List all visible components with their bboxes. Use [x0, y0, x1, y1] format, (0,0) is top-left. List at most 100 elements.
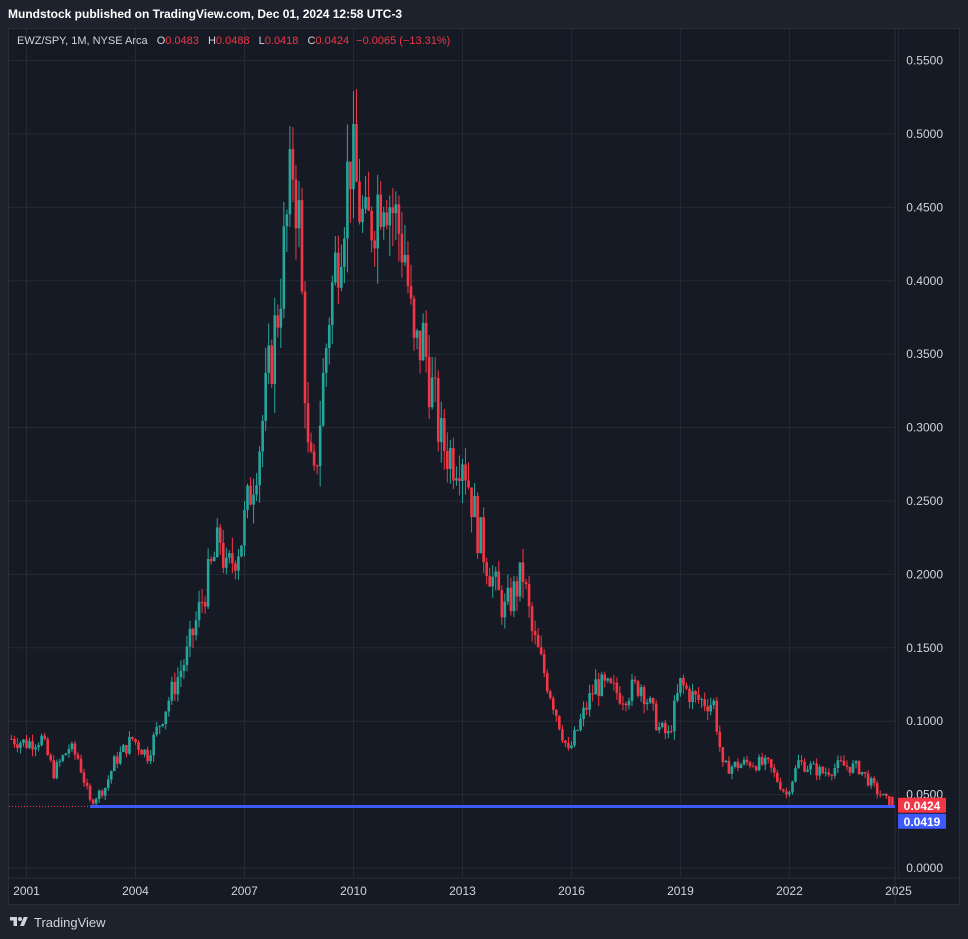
candle-body	[22, 739, 25, 744]
candle-body	[258, 451, 261, 486]
candle-body	[252, 494, 255, 505]
candle-body	[194, 620, 198, 636]
candle-body	[158, 725, 162, 727]
candle-body	[576, 730, 579, 732]
candle-body	[37, 745, 40, 748]
candle-body	[439, 418, 443, 442]
candle-body	[727, 760, 731, 774]
candle-body	[200, 602, 204, 604]
candle-body	[112, 756, 116, 772]
candle-body	[188, 628, 192, 647]
candle-body	[688, 688, 691, 703]
candle-body	[442, 418, 446, 452]
candle-body	[285, 214, 289, 227]
candle-body	[863, 771, 867, 774]
candle-body	[476, 495, 479, 554]
candle-body	[606, 678, 610, 681]
candle-body	[730, 766, 734, 774]
symbol-info[interactable]: EWZ/SPY, 1M, NYSE Arca	[17, 35, 148, 47]
candle-body	[878, 794, 882, 796]
candle-body	[724, 760, 728, 763]
tradingview-footer[interactable]: TradingView	[8, 912, 106, 932]
candle-body	[446, 451, 449, 469]
candle-body	[58, 761, 62, 763]
y-tick-label: 0.2000	[906, 567, 943, 581]
candle-body	[52, 760, 56, 779]
candle-body	[64, 753, 68, 756]
low-value: 0.0418	[264, 35, 299, 47]
candle-body	[85, 782, 89, 786]
candle-body	[866, 773, 870, 786]
candle-body	[712, 700, 716, 706]
candle-body	[676, 693, 679, 701]
candle-body	[409, 285, 413, 299]
candle-body	[427, 356, 431, 408]
candle-body	[394, 204, 398, 214]
x-tick-label: 2004	[122, 884, 149, 898]
candle-body	[612, 682, 616, 684]
candle-body	[748, 762, 752, 767]
candle-body	[303, 291, 307, 404]
candle-body	[809, 764, 812, 770]
candle-body	[630, 679, 634, 701]
candle-body	[815, 763, 818, 776]
open-value: 0.0483	[165, 35, 199, 47]
candle-body	[240, 545, 243, 557]
candle-body	[779, 781, 782, 790]
candle-body	[776, 772, 779, 782]
candle-body	[794, 768, 797, 782]
candle-body	[824, 772, 828, 774]
close-value: 0.0424	[315, 35, 350, 47]
candle-body	[648, 698, 652, 703]
candle-body	[782, 789, 785, 792]
candle-body	[888, 795, 891, 807]
tradingview-logo-icon	[10, 917, 28, 926]
candle-body	[506, 587, 510, 602]
candle-body	[772, 767, 776, 773]
candle-body	[830, 775, 834, 777]
candle-body	[821, 766, 825, 774]
candle-body	[488, 576, 492, 587]
x-tick-label: 2019	[667, 884, 694, 898]
candle-body	[246, 485, 249, 511]
candle-body	[352, 123, 355, 190]
candle-body	[515, 581, 519, 597]
publish-header: Mundstock published on TradingView.com, …	[8, 7, 403, 21]
candle-body	[149, 755, 152, 762]
candle-body	[13, 738, 16, 745]
candle-body	[167, 700, 171, 712]
candle-body	[470, 487, 473, 518]
candle-body	[627, 700, 631, 706]
candle-body	[785, 791, 788, 795]
candle-body	[231, 553, 234, 564]
candle-body	[651, 698, 655, 704]
close-label: C	[307, 35, 316, 47]
candle-body	[116, 756, 119, 764]
candle-body	[670, 731, 673, 733]
candle-body	[875, 783, 879, 795]
candle-body	[667, 731, 670, 734]
candle-body	[388, 207, 392, 226]
candle-body	[766, 757, 770, 760]
candle-body	[618, 693, 622, 704]
candle-body	[273, 315, 277, 384]
candle-body	[500, 590, 504, 618]
candle-body	[512, 581, 516, 612]
candle-body	[28, 741, 31, 748]
candle-body	[757, 757, 761, 771]
candle-body	[660, 722, 664, 727]
candle-body	[769, 759, 773, 768]
candle-body	[558, 715, 561, 730]
candle-body	[848, 766, 852, 773]
candle-body	[173, 681, 177, 695]
candle-body	[176, 677, 180, 695]
candle-body	[760, 757, 764, 765]
candle-body	[225, 557, 228, 568]
candle-body	[97, 790, 101, 799]
low-label: L	[258, 35, 265, 47]
candle-body	[685, 685, 688, 689]
candle-body	[694, 691, 697, 695]
change-value: −0.0065 (−13.31%)	[356, 35, 451, 47]
candle-body	[67, 749, 71, 754]
